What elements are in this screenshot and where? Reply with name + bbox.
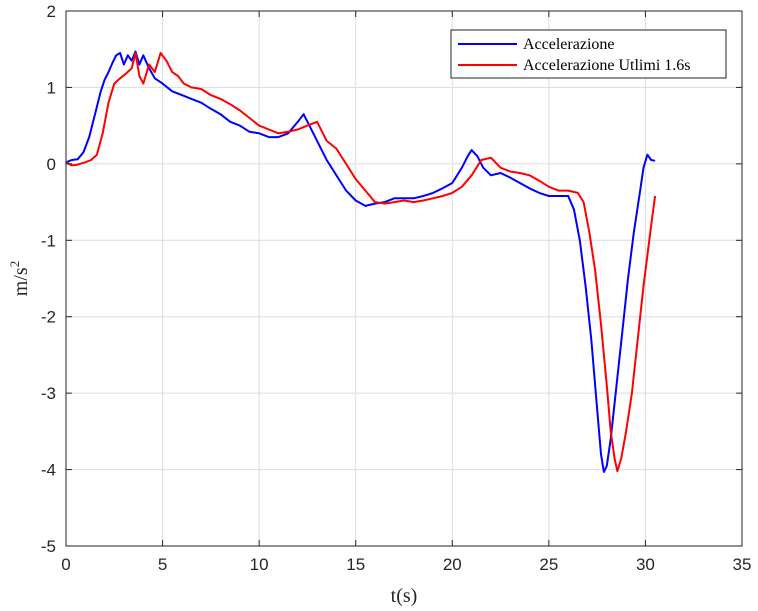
x-tick-label: 20 bbox=[443, 555, 462, 574]
y-axis-title-superscript: 2 bbox=[7, 261, 22, 268]
y-tick-label: -2 bbox=[41, 308, 56, 327]
legend-label-2: Accelerazione Utlimi 1.6s bbox=[523, 57, 691, 74]
y-tick-label: 1 bbox=[47, 78, 56, 97]
x-tick-label: 15 bbox=[346, 555, 365, 574]
y-tick-label: -1 bbox=[41, 231, 56, 250]
x-tick-label: 25 bbox=[539, 555, 558, 574]
x-tick-label: 0 bbox=[61, 555, 70, 574]
series-line-2 bbox=[65, 52, 657, 473]
grid bbox=[65, 10, 743, 547]
y-tick-label: -3 bbox=[41, 384, 56, 403]
x-tick-label: 5 bbox=[158, 555, 167, 574]
plot-area-frame bbox=[65, 10, 743, 547]
y-tick-label: 2 bbox=[47, 2, 56, 21]
x-tick-label: 10 bbox=[250, 555, 269, 574]
y-axis-title: m/s2 bbox=[7, 261, 32, 296]
x-tick-label: 35 bbox=[733, 555, 752, 574]
series-line-1 bbox=[65, 50, 656, 473]
y-axis-title-base: m/s bbox=[10, 267, 32, 296]
y-tick-label: -5 bbox=[41, 537, 56, 556]
legend-items: Accelerazione Accelerazione Utlimi 1.6s bbox=[458, 36, 691, 74]
legend-label-1: Accelerazione bbox=[523, 36, 614, 53]
legend: Accelerazione Accelerazione Utlimi 1.6s bbox=[450, 29, 727, 79]
y-tick-label: -4 bbox=[41, 461, 56, 480]
x-axis-title: t(s) bbox=[391, 585, 418, 607]
legend-box bbox=[450, 29, 727, 79]
x-tick-label: 30 bbox=[636, 555, 655, 574]
series-lines bbox=[65, 50, 657, 473]
y-tick-label: 0 bbox=[47, 155, 56, 174]
